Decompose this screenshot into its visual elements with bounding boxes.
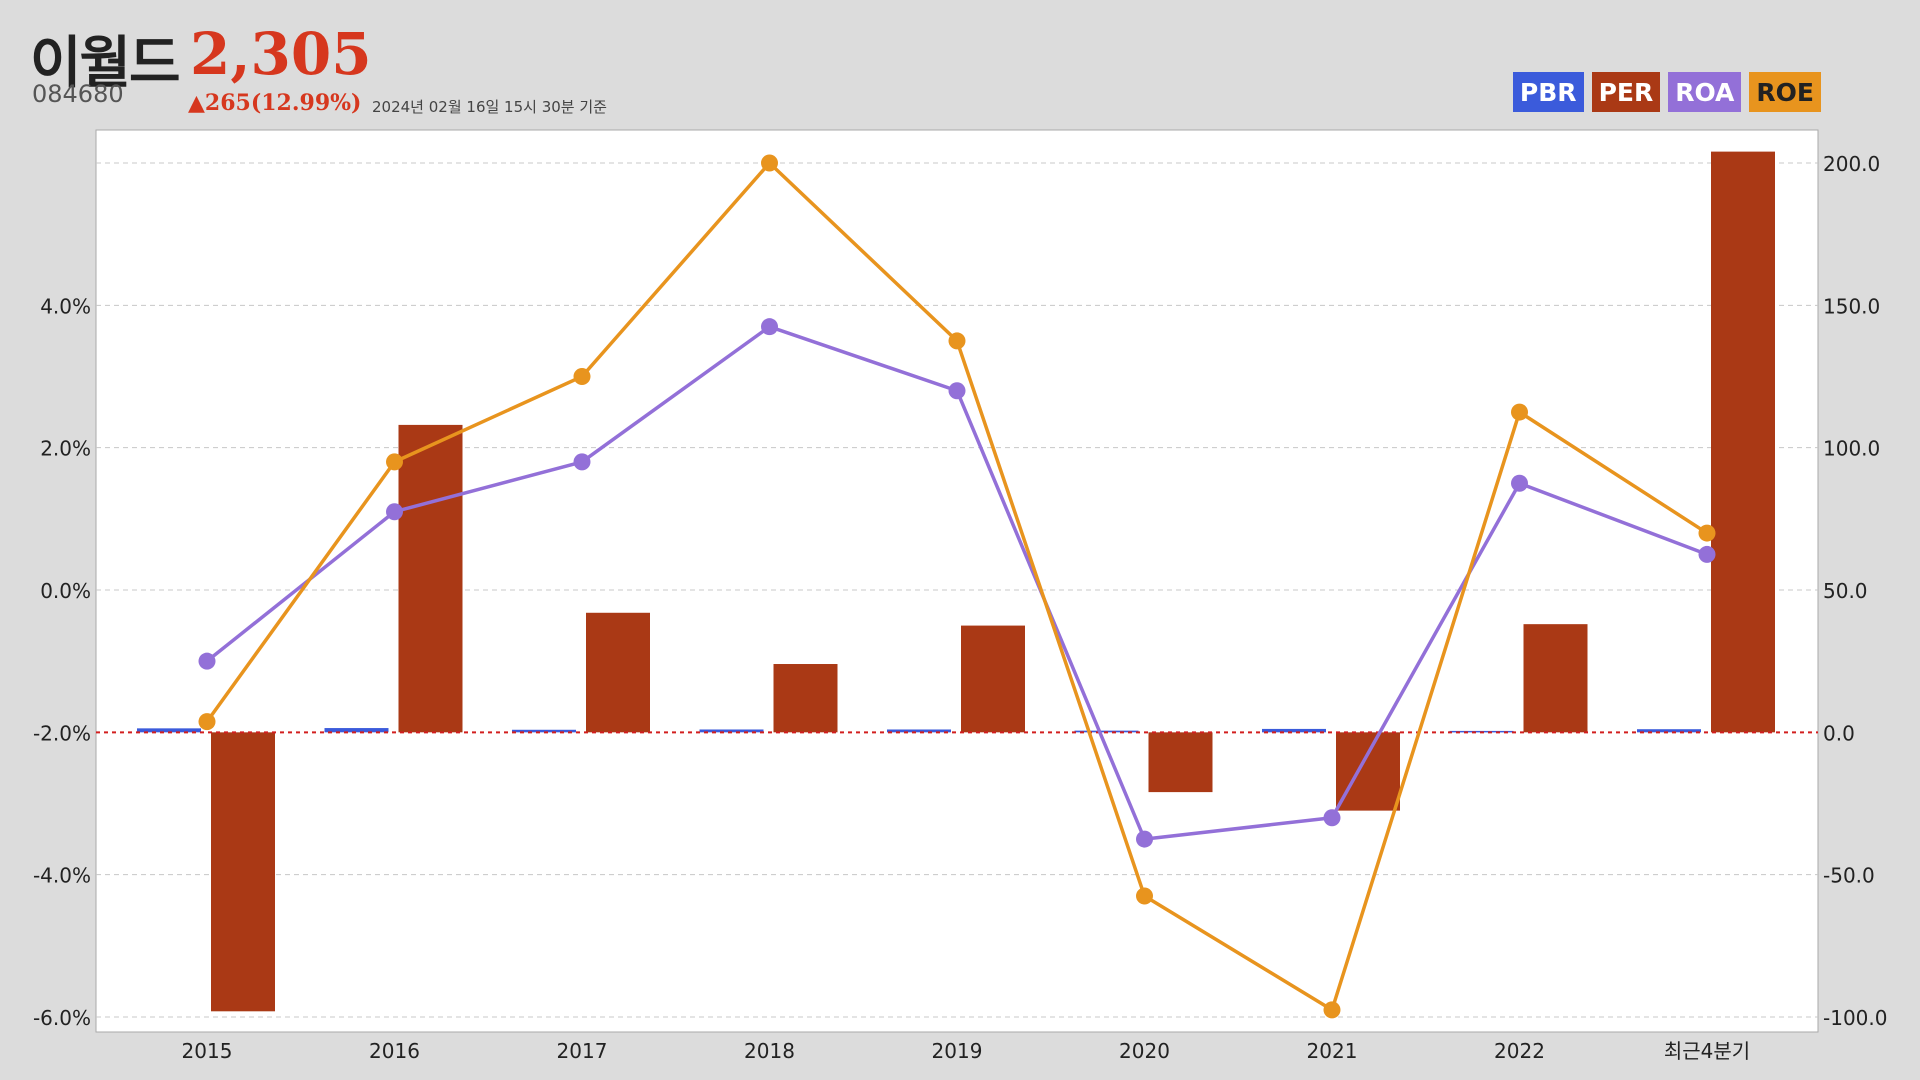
x-axis-category-label: 2015 — [182, 1039, 233, 1063]
roe-point — [1511, 403, 1528, 421]
right-axis-tick-label: 0.0 — [1823, 721, 1855, 745]
x-axis-category-label: 2017 — [557, 1039, 608, 1063]
price-change: ▲265(12.99%) — [188, 90, 362, 116]
pbr-bar — [324, 728, 389, 733]
roe-point — [761, 154, 778, 172]
roa-point — [573, 453, 591, 471]
x-axis-category-label: 2022 — [1494, 1039, 1545, 1063]
roa-point — [1323, 809, 1341, 827]
per-bar — [1148, 732, 1213, 793]
pbr-bar — [512, 729, 576, 733]
roe-point — [198, 713, 216, 731]
left-axis-tick-label: 2.0% — [40, 437, 91, 461]
price-timestamp: 2024년 02월 16일 15시 30분 기준 — [372, 98, 607, 116]
stock-code: 084680 — [32, 80, 124, 108]
roa-point — [1136, 830, 1153, 848]
per-bar — [1523, 624, 1588, 733]
per-bar — [1711, 151, 1775, 733]
roa-point — [1698, 545, 1716, 563]
x-axis-category-label: 2018 — [744, 1039, 795, 1063]
x-axis-category-label: 2016 — [369, 1039, 420, 1063]
left-axis-tick-label: -6.0% — [33, 1006, 91, 1030]
chart-legend: PBR PER ROA ROE — [1512, 72, 1821, 112]
per-bar — [586, 612, 650, 733]
roe-point — [1323, 1001, 1341, 1019]
plot-area — [95, 129, 1819, 1033]
roa-point — [948, 382, 966, 400]
roe-point — [1136, 887, 1153, 905]
pbr-bar — [887, 729, 951, 733]
per-bar — [211, 732, 275, 1012]
roe-point — [573, 368, 591, 385]
pbr-bar — [1637, 729, 1701, 733]
legend-item-pbr[interactable]: PBR — [1512, 72, 1584, 112]
roa-point — [386, 503, 403, 521]
right-axis-tick-label: -100.0 — [1823, 1006, 1887, 1030]
x-axis-category-label: 2021 — [1307, 1039, 1358, 1063]
roe-point — [1698, 524, 1716, 542]
left-axis-tick-label: 4.0% — [40, 294, 91, 318]
right-axis-tick-label: 200.0 — [1823, 152, 1880, 176]
legend-item-roe[interactable]: ROE — [1749, 72, 1821, 112]
pbr-bar — [699, 729, 764, 733]
roe-point — [948, 332, 966, 350]
right-axis-tick-label: 100.0 — [1823, 437, 1880, 461]
left-axis-tick-label: -2.0% — [33, 721, 91, 745]
x-axis-category-label: 2020 — [1119, 1039, 1170, 1063]
pbr-bar — [1262, 728, 1326, 733]
legend-item-per[interactable]: PER — [1591, 72, 1661, 112]
per-bar — [1336, 732, 1400, 811]
right-axis-tick-label: -50.0 — [1823, 864, 1875, 888]
left-axis-tick-label: 0.0% — [40, 579, 91, 603]
roe-point — [386, 453, 403, 471]
per-bar — [773, 664, 838, 733]
roa-point — [1511, 474, 1528, 492]
roa-point — [761, 318, 778, 336]
x-axis-category-label: 최근4분기 — [1664, 1039, 1750, 1063]
pbr-bar — [137, 728, 201, 733]
right-axis-tick-label: 50.0 — [1823, 579, 1868, 603]
legend-item-roa[interactable]: ROA — [1668, 72, 1742, 112]
stock-name: 이월드 — [30, 31, 181, 96]
x-axis-category-label: 2019 — [932, 1039, 983, 1063]
per-bar — [961, 625, 1025, 733]
right-axis-tick-label: 150.0 — [1823, 294, 1880, 318]
stock-price: 2,305 — [190, 20, 372, 88]
left-axis-tick-label: -4.0% — [33, 864, 91, 888]
per-bar — [398, 424, 463, 733]
roa-point — [198, 652, 216, 670]
